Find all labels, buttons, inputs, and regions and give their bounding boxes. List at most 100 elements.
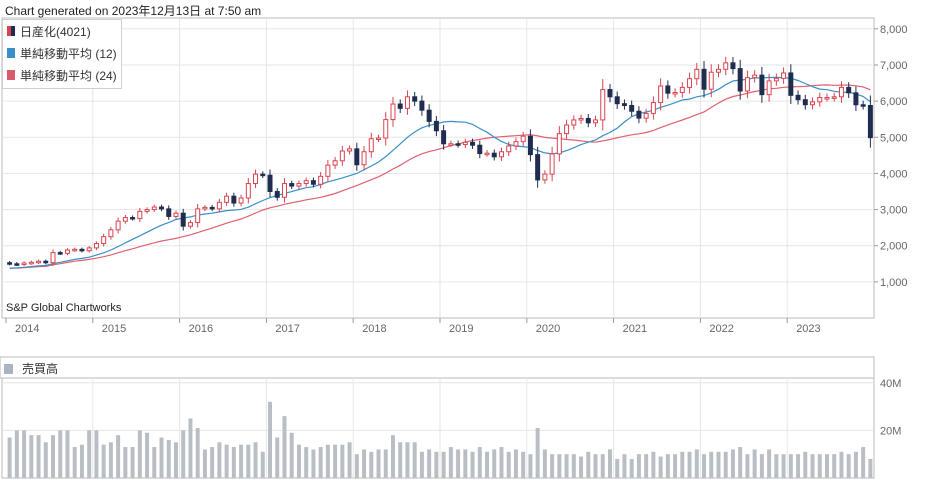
volume-bar [145,432,150,478]
volume-bar [622,454,627,478]
volume-bar [615,458,620,478]
candle-down [860,104,866,107]
candle-down [231,195,237,204]
candle-up [216,201,222,210]
candle-up [687,78,693,88]
volume-bar [304,447,309,478]
volume-bar [463,449,468,478]
candle-down [14,263,20,266]
candle-down [289,183,295,187]
volume-bar [506,451,511,478]
volume-bar [738,447,743,478]
candle-up [448,143,454,146]
candle-up [195,208,201,224]
candle-down [159,206,165,210]
volume-bar [181,430,186,478]
candle-up [224,195,230,203]
volume-bar [868,458,873,478]
candle-up [556,133,562,155]
candle-up [715,68,721,73]
ma12-line [9,76,871,269]
candle-up [838,86,844,98]
volume-bar [542,449,547,478]
candle-up [549,153,555,175]
candle-up [347,148,353,152]
legend-item-ma24[interactable]: 単純移動平均 (24) [3,64,121,86]
volume-bar [817,454,822,478]
candle-down [130,217,136,220]
candle-up [781,72,787,79]
candle-up [542,173,548,181]
volume-bar [803,451,808,478]
candle-down [701,68,707,90]
candle-up [658,85,664,104]
volume-bar [369,451,374,478]
candle-down [491,152,497,158]
volume-bar [296,444,301,478]
volume-bar [173,442,178,478]
volume-bar [268,401,273,478]
volume-bar [759,454,764,478]
volume-bar [29,435,34,478]
candle-up [368,138,374,153]
volume-bar [687,451,692,478]
volume-bar [166,439,171,478]
candle-down [853,92,859,106]
candle-down [354,148,360,166]
volume-bar [195,428,200,478]
volume-bar [376,449,381,478]
legend-label-ma12: 単純移動平均 (12) [20,46,117,61]
volume-bar [470,451,475,478]
volume-bar [796,454,801,478]
candle-down [477,144,483,155]
volume-bar [781,454,786,478]
candle-up [376,137,382,140]
candle-down [209,206,215,210]
volume-bar [499,447,504,478]
volume-bar [767,449,772,478]
volume-bar [7,437,12,478]
candle-up [571,119,577,126]
price-y-tick-label: 3,000 [880,205,908,217]
volume-bar [658,456,663,478]
volume-bar [593,454,598,478]
volume-bar [340,444,345,478]
candle-up [144,209,150,212]
candle-up [462,141,468,146]
volume-bar [456,449,461,478]
volume-bar [362,449,367,478]
volume-bar [535,428,540,478]
candle-down [412,96,418,102]
x-tick-label: 2020 [536,323,560,335]
candle-up [694,68,700,80]
candle-up [831,96,837,99]
volume-bar [58,430,63,478]
candle-down [441,130,447,145]
candle-up [101,236,107,245]
volume-bar [745,454,750,478]
legend-item-ma12[interactable]: 単純移動平均 (12) [3,42,121,64]
candle-down [759,74,765,96]
candle-up [672,91,678,95]
x-tick-label: 2017 [275,323,299,335]
candle-up [600,89,606,121]
price-y-tick-label: 7,000 [880,60,908,72]
candle-down [607,89,613,98]
candle-up [303,180,309,185]
candle-up [281,183,287,198]
volume-bar [571,454,576,478]
candle-up [773,77,779,82]
legend-label-ma24: 単純移動平均 (24) [20,68,117,83]
legend-item-price[interactable]: 日産化(4021) [3,20,121,42]
volume-bar [651,451,656,478]
volume-bar [231,447,236,478]
candle-up [151,206,157,211]
x-tick-label: 2015 [102,323,126,335]
volume-bar [774,454,779,478]
candle-down [629,104,635,112]
candle-up [137,210,143,220]
volume-bar [246,444,251,478]
candle-up [318,175,324,185]
candle-up [361,151,367,166]
candle-up [810,101,816,106]
